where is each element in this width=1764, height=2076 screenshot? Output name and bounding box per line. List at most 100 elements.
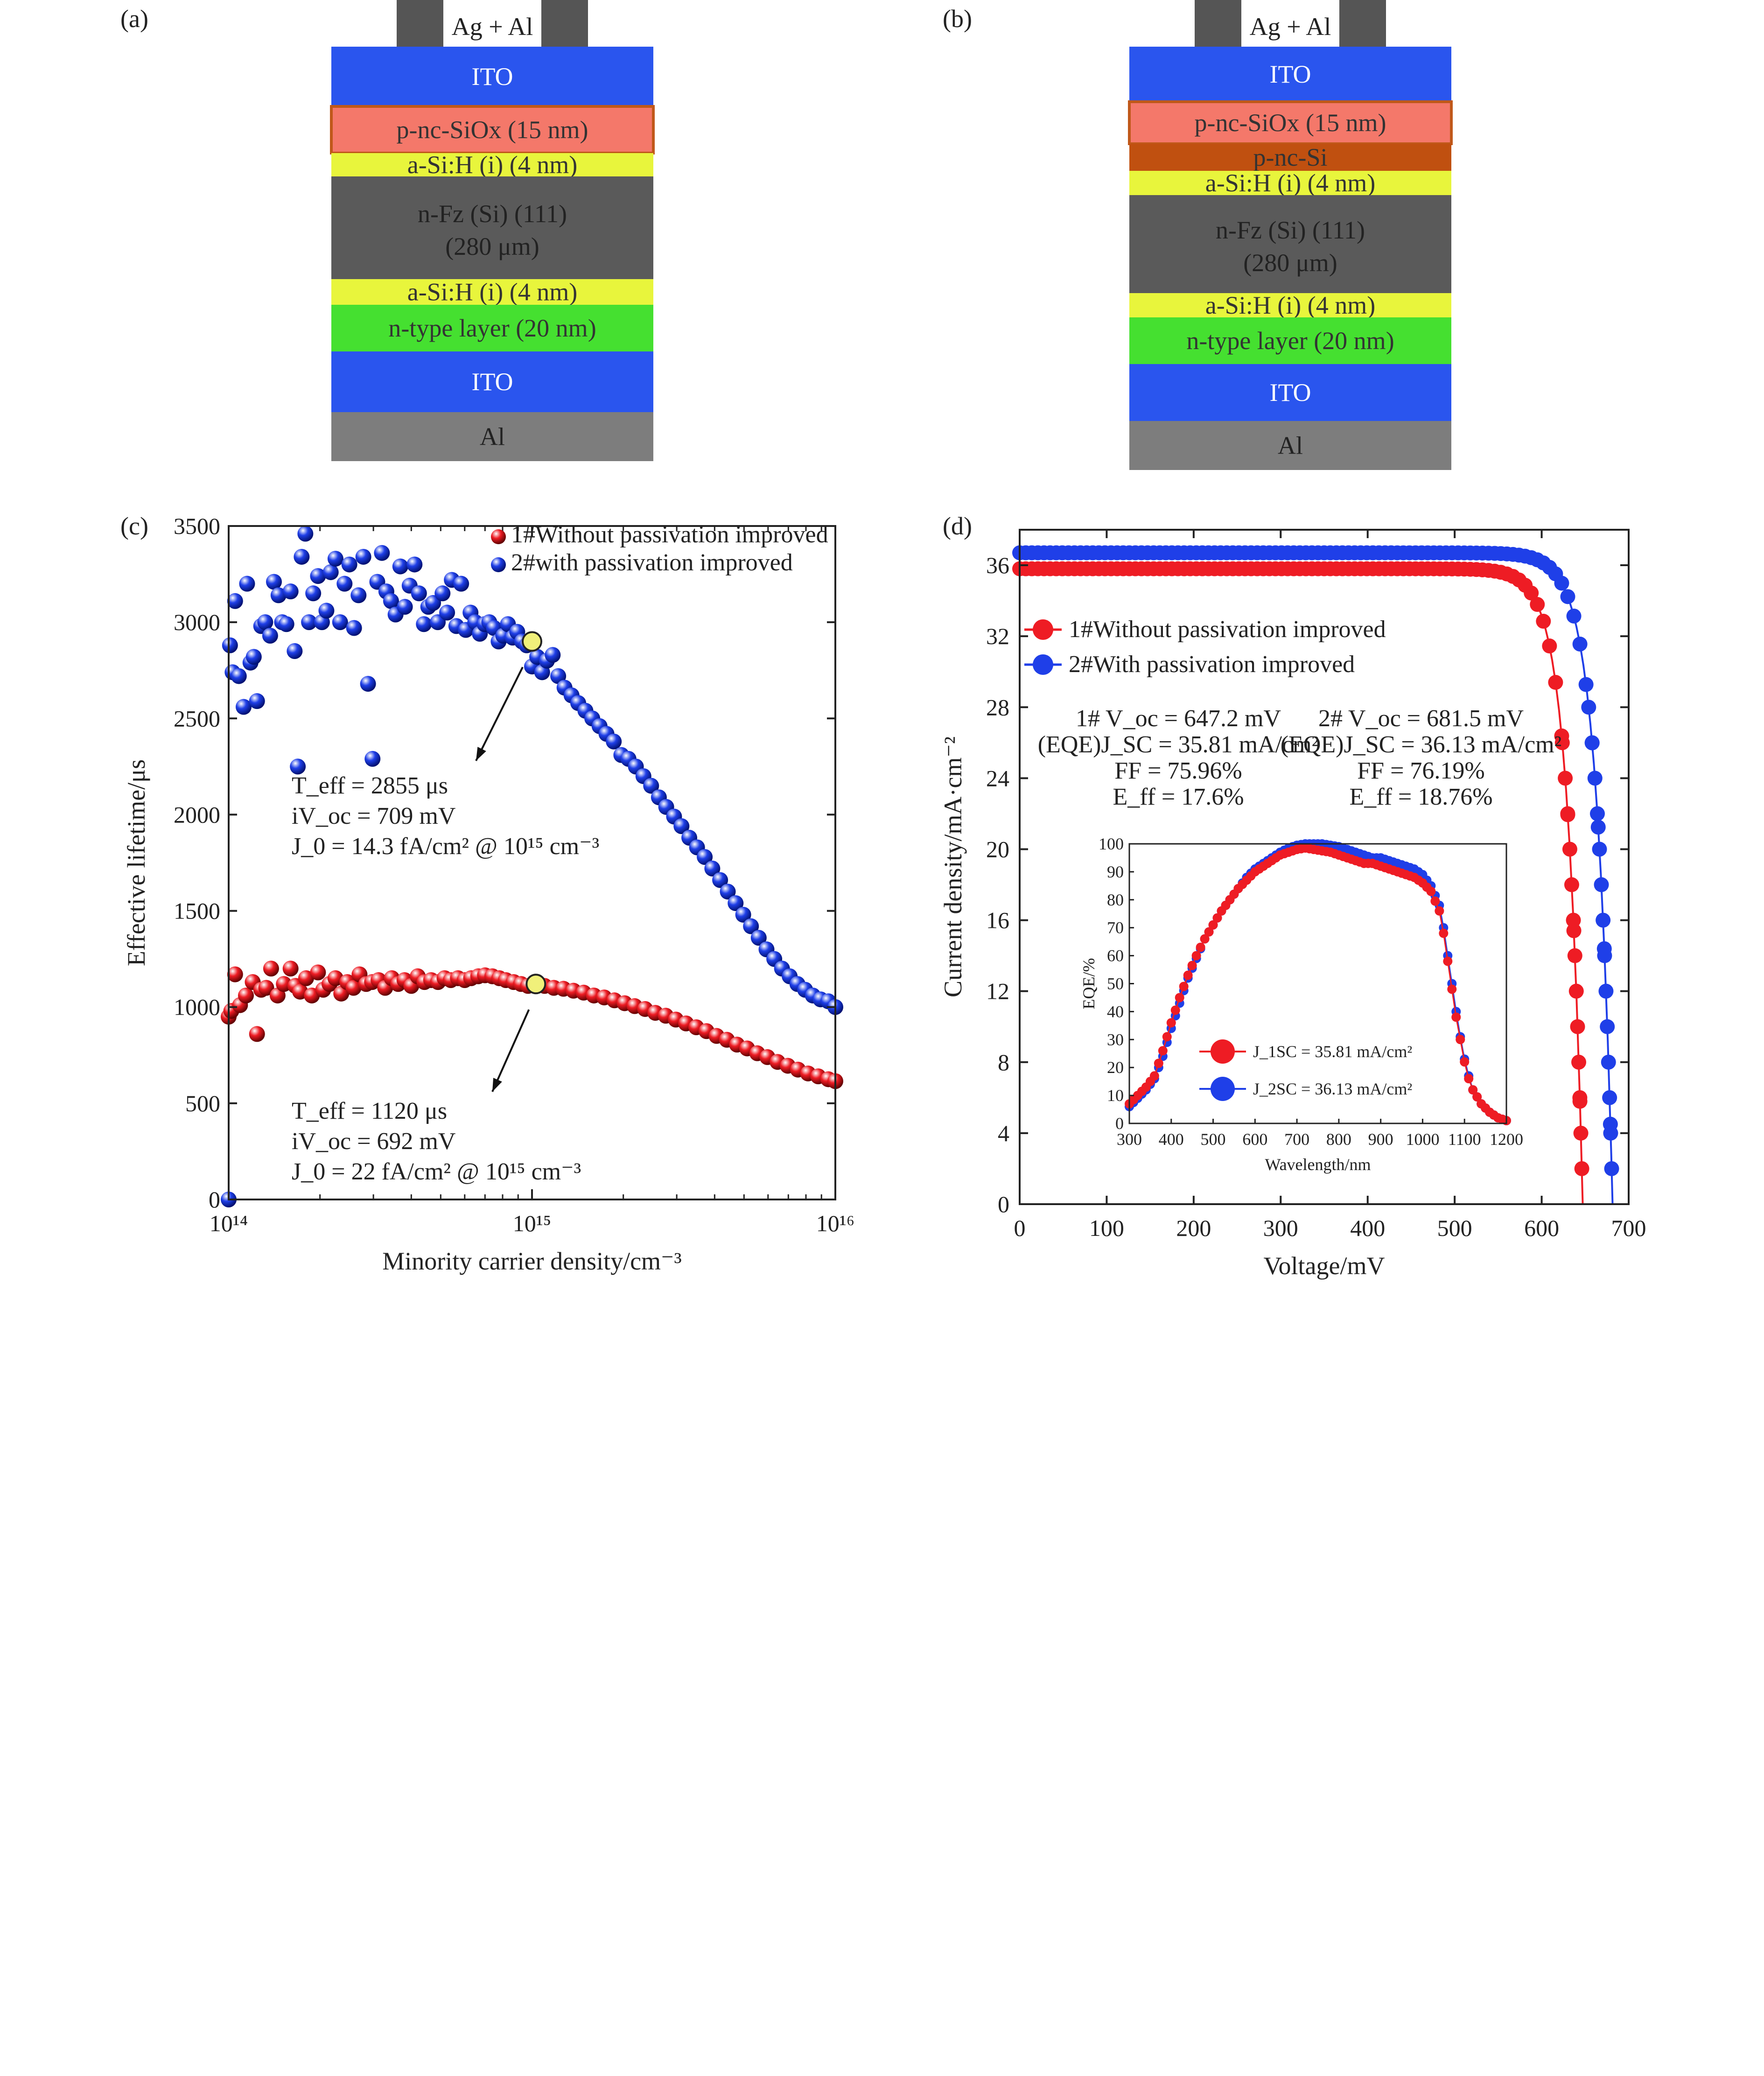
- annotation-arrow: [475, 666, 524, 761]
- panel-label-c: (c): [120, 512, 148, 540]
- x-tick-label: 10¹⁵: [513, 1210, 551, 1236]
- jv-point-red: [1530, 597, 1545, 612]
- x-tick-label: 0: [1014, 1215, 1026, 1241]
- data-point-red: [298, 970, 314, 986]
- y-tick-label: 3000: [174, 609, 220, 635]
- eqe-point-red: [1468, 1085, 1478, 1095]
- data-point-blue: [262, 628, 278, 644]
- inset-x-tick-label: 800: [1326, 1130, 1351, 1149]
- jv-point-blue: [1601, 1054, 1616, 1070]
- parameter-text: E_ff = 17.6%: [1113, 784, 1244, 810]
- data-point-blue: [235, 699, 252, 715]
- inset-x-tick-label: 1000: [1406, 1130, 1439, 1149]
- jv-point-blue: [1560, 589, 1575, 604]
- inset-x-tick-label: 1100: [1448, 1130, 1481, 1149]
- inset-y-tick-label: 30: [1107, 1030, 1124, 1049]
- data-point-blue: [439, 604, 455, 621]
- annotation-text: J_0 = 22 fA/cm² @ 10¹⁵ cm⁻³: [292, 1158, 581, 1185]
- jv-point-red: [1542, 638, 1557, 654]
- inset-y-tick-label: 80: [1107, 891, 1124, 909]
- data-point-blue: [310, 568, 326, 584]
- inset-x-tick-label: 700: [1284, 1130, 1309, 1149]
- layer-label: n-type layer (20 nm): [1186, 327, 1394, 355]
- layer-2: [331, 153, 653, 176]
- annotation-text: iV_oc = 709 mV: [292, 803, 455, 829]
- inset-background: [1129, 844, 1506, 1123]
- plot-frame: [1019, 529, 1630, 1205]
- inset-x-tick-label: 300: [1117, 1130, 1142, 1149]
- eqe-point-red: [1162, 1032, 1172, 1042]
- y-tick-label: 2500: [174, 705, 220, 731]
- data-point-blue: [290, 758, 306, 775]
- inset-y-tick-label: 10: [1107, 1086, 1124, 1105]
- data-point-blue: [453, 575, 469, 592]
- eqe-point-red: [1200, 934, 1210, 944]
- legend-marker: [491, 529, 506, 544]
- y-tick-label: 36: [986, 552, 1009, 578]
- data-point-blue: [550, 668, 567, 684]
- layer-label: a-Si:H (i) (4 nm): [407, 151, 577, 179]
- jv-point-blue: [1554, 575, 1569, 591]
- data-point-red: [227, 966, 243, 982]
- layer-0: [1129, 47, 1451, 102]
- inset-y-tick-label: 90: [1107, 863, 1124, 881]
- legend-marker: [491, 557, 506, 572]
- y-tick-label: 1000: [174, 994, 220, 1020]
- data-point-red: [310, 964, 326, 981]
- lifetime-chart: 0 500 1000 1500 2000 2500 3000 3500 10¹⁴ 10¹⁵ 10¹⁶…: [122, 513, 854, 1275]
- jv-point-blue: [1598, 983, 1614, 999]
- data-point-blue: [735, 906, 751, 923]
- data-point-blue: [374, 545, 390, 561]
- jv-point-red: [1570, 1019, 1585, 1034]
- layer-5: [1129, 293, 1451, 317]
- layer-label: ITO: [472, 63, 513, 91]
- layer-8: [1129, 421, 1451, 470]
- x-tick-label: 10¹⁴: [210, 1210, 248, 1236]
- y-tick-label: 32: [986, 623, 1009, 649]
- jv-point-red: [1524, 585, 1539, 601]
- y-tick-label: 24: [986, 765, 1009, 791]
- x-tick-label: 400: [1350, 1215, 1385, 1241]
- data-point-blue: [239, 575, 255, 592]
- data-point-red: [238, 987, 254, 1003]
- inset-x-tick-label: 400: [1159, 1130, 1184, 1149]
- legend-label: 1#Without passivation improved: [1069, 616, 1386, 643]
- inset-y-axis-label: EQE/%: [1079, 958, 1098, 1010]
- y-tick-label: 0: [998, 1191, 1009, 1217]
- annotation-arrow: [491, 1009, 530, 1092]
- layer-label: n-Fz (Si) (111): [1216, 216, 1365, 244]
- layer-label: Al: [480, 423, 505, 451]
- layer-1: [330, 105, 655, 154]
- inset-y-tick-label: 0: [1115, 1114, 1124, 1133]
- jv-point-red: [1536, 614, 1551, 629]
- y-tick-label: 28: [986, 694, 1009, 720]
- x-tick-label: 300: [1263, 1215, 1298, 1241]
- parameter-text: FF = 76.19%: [1357, 757, 1484, 784]
- layer-4: [331, 279, 653, 305]
- inset-x-tick-label: 500: [1201, 1130, 1226, 1149]
- data-point-blue: [383, 593, 399, 609]
- eqe-point-red: [1179, 982, 1189, 991]
- jv-point-red: [1558, 771, 1573, 786]
- data-point-blue: [249, 693, 265, 709]
- data-point-blue: [327, 551, 343, 567]
- contact-pad-right: [1339, 0, 1386, 47]
- layer-label: p-nc-Si: [1253, 143, 1328, 171]
- jv-point-blue: [1581, 700, 1596, 715]
- layer-label: a-Si:H (i) (4 nm): [1205, 291, 1375, 319]
- data-point-blue: [322, 564, 339, 580]
- data-point-blue: [301, 614, 317, 631]
- panel-label-a: (a): [120, 5, 148, 33]
- jv-point-blue: [1602, 1090, 1617, 1105]
- x-tick-label: 500: [1437, 1215, 1472, 1241]
- layer-label: p-nc-SiOx (15 nm): [1195, 109, 1386, 137]
- data-point-blue: [346, 620, 362, 636]
- layer-label: n-Fz (Si) (111): [418, 200, 567, 228]
- x-tick-label: 10¹⁶: [816, 1210, 854, 1236]
- jv-point-blue: [1600, 1019, 1615, 1034]
- layer-2: [1129, 144, 1451, 171]
- data-point-blue: [245, 649, 262, 665]
- data-point-blue: [270, 587, 287, 603]
- layer-label: a-Si:H (i) (4 nm): [1205, 169, 1375, 197]
